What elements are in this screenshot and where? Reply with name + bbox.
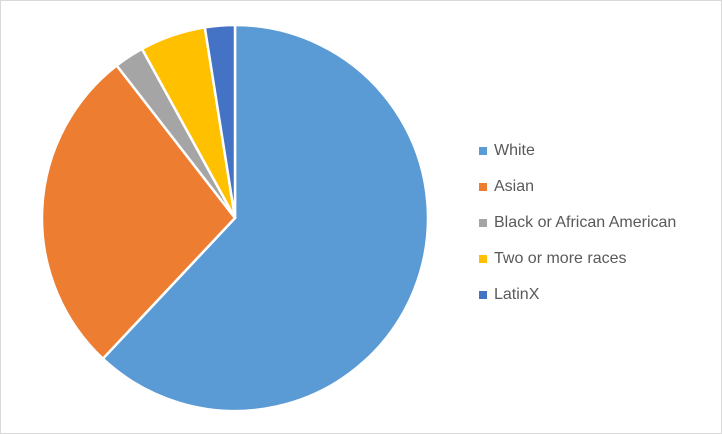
legend-label: Asian: [494, 178, 535, 195]
pie-slice-latinx: [203, 23, 237, 220]
pie-slice-asian: [40, 64, 237, 360]
legend-label: Two or more races: [494, 250, 627, 267]
legend-swatch: [479, 219, 487, 227]
legend-swatch: [479, 255, 487, 263]
legend-swatch: [479, 183, 487, 191]
legend-swatch: [479, 147, 487, 155]
legend-item-black-or-african-american: Black or African American: [479, 205, 719, 241]
legend-label: LatinX: [494, 286, 540, 303]
legend-item-latinx: LatinX: [479, 277, 719, 313]
chart-legend: White Asian Black or African American Tw…: [479, 133, 719, 313]
legend-item-white: White: [479, 133, 719, 169]
legend-item-two-or-more-races: Two or more races: [479, 241, 719, 277]
legend-label: Black or African American: [494, 214, 677, 231]
legend-item-asian: Asian: [479, 169, 719, 205]
legend-label: White: [494, 142, 535, 159]
legend-swatch: [479, 291, 487, 299]
pie-slice-white: [101, 23, 430, 413]
